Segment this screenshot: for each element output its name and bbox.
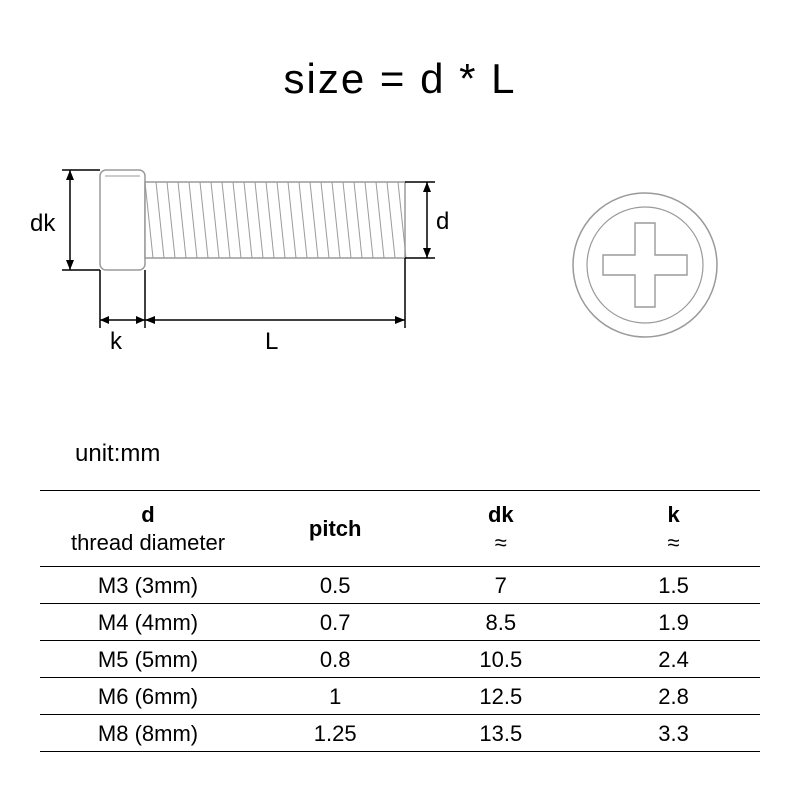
table-cell: 10.5	[414, 641, 587, 678]
table-cell: 13.5	[414, 715, 587, 752]
table-cell: M5 (5mm)	[40, 641, 256, 678]
table-cell: M4 (4mm)	[40, 604, 256, 641]
unit-label: unit:mm	[75, 440, 160, 468]
screw-side-view	[30, 160, 470, 370]
label-d: d	[436, 208, 449, 236]
table-row: M8 (8mm)1.2513.53.3	[40, 715, 760, 752]
label-L: L	[265, 328, 278, 356]
table-cell: 0.5	[256, 567, 414, 604]
col-header-0: dthread diameter	[40, 491, 256, 567]
col-header-2: dk≈	[414, 491, 587, 567]
table-cell: M8 (8mm)	[40, 715, 256, 752]
table-cell: 2.8	[587, 678, 760, 715]
col-header-1: pitch	[256, 491, 414, 567]
table-cell: 1.9	[587, 604, 760, 641]
table-header-row: dthread diameterpitchdk≈k≈	[40, 491, 760, 567]
table-row: M6 (6mm)112.52.8	[40, 678, 760, 715]
table-cell: 8.5	[414, 604, 587, 641]
table-cell: 12.5	[414, 678, 587, 715]
spec-table: dthread diameterpitchdk≈k≈ M3 (3mm)0.571…	[40, 490, 760, 752]
table-cell: M6 (6mm)	[40, 678, 256, 715]
table-cell: 7	[414, 567, 587, 604]
table-cell: 3.3	[587, 715, 760, 752]
col-header-3: k≈	[587, 491, 760, 567]
table-row: M4 (4mm)0.78.51.9	[40, 604, 760, 641]
table-row: M5 (5mm)0.810.52.4	[40, 641, 760, 678]
label-k: k	[110, 328, 122, 356]
table-cell: 0.8	[256, 641, 414, 678]
screw-top-view	[560, 180, 730, 350]
screw-diagram: dk d k L	[30, 160, 770, 380]
table-cell: 1	[256, 678, 414, 715]
table-row: M3 (3mm)0.571.5	[40, 567, 760, 604]
table-cell: 0.7	[256, 604, 414, 641]
table-cell: 1.25	[256, 715, 414, 752]
label-dk: dk	[30, 210, 55, 238]
table-cell: M3 (3mm)	[40, 567, 256, 604]
table-cell: 1.5	[587, 567, 760, 604]
formula-title: size = d * L	[0, 55, 800, 103]
table-cell: 2.4	[587, 641, 760, 678]
